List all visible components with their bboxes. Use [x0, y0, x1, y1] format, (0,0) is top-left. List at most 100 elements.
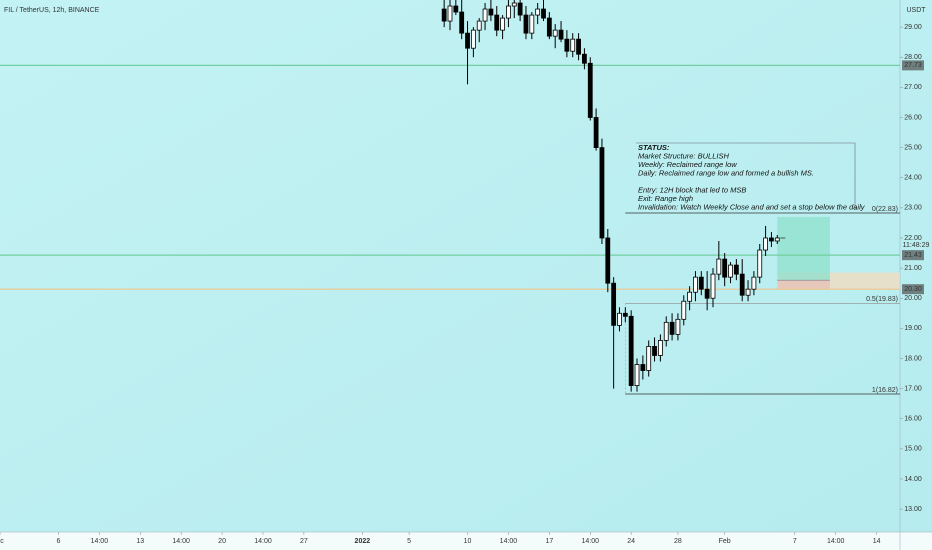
candle-body: [535, 8, 541, 16]
candle-body: [523, 14, 529, 34]
annotation-line: Weekly: Reclaimed range low: [638, 160, 737, 169]
x-tick-label: 14:00: [500, 538, 518, 545]
candle-body: [739, 273, 745, 296]
level-label: 21.43: [904, 252, 922, 259]
candle-body: [675, 318, 681, 335]
candle-body: [640, 364, 646, 371]
level-label-box: [902, 250, 924, 261]
candle-body: [494, 14, 500, 31]
candle-body: [558, 29, 564, 40]
x-tick-label: 14:00: [91, 538, 109, 545]
x-tick-label: Feb: [719, 538, 731, 545]
y-tick-label: 23.00: [904, 205, 922, 212]
candle-body: [546, 17, 552, 37]
x-tick-label: 20: [218, 538, 226, 545]
y-tick-label: 20.00: [904, 295, 922, 302]
x-tick-label: 17: [545, 538, 553, 545]
candle-body: [763, 237, 768, 251]
y-tick-label: 25.00: [904, 144, 922, 151]
candle-body: [564, 38, 570, 52]
y-tick-label: 13.00: [904, 506, 922, 513]
candle-body: [774, 237, 780, 242]
x-tick-label: 27: [300, 538, 308, 545]
y-tick-label: 21.00: [904, 265, 922, 272]
y-tick-label: 24.00: [904, 175, 922, 182]
level-label-box: [902, 60, 924, 71]
position-loss: [777, 280, 830, 290]
candle-body: [646, 346, 652, 371]
fib-label: 1(16.82): [872, 387, 898, 394]
y-tick-label: 14.00: [904, 476, 922, 483]
y-tick-label: 28.00: [904, 54, 922, 61]
candle-body: [447, 5, 453, 22]
y-tick-label: 17.00: [904, 385, 922, 392]
candle-body: [476, 20, 482, 31]
candle-body: [669, 321, 675, 335]
annotation-line: Daily: Reclaimed range low and formed a …: [638, 168, 814, 177]
x-tick-label: 24: [627, 538, 635, 545]
candle-body: [500, 17, 505, 31]
x-tick-label: 14:00: [581, 538, 599, 545]
candle-body: [617, 312, 622, 326]
candle-body: [470, 29, 476, 49]
candle-body: [570, 38, 576, 52]
candle-body: [634, 364, 640, 386]
x-tick-label: 14: [873, 538, 881, 545]
chart-title: FIL / TetherUS, 12h, BINANCE: [4, 7, 100, 14]
x-tick-label: 14:00: [254, 538, 272, 545]
annotation-line: Entry: 12H block that led to MSB: [638, 185, 746, 194]
candle-body: [628, 315, 634, 386]
candle-body: [663, 321, 669, 341]
candle-body: [587, 62, 593, 118]
candle-body: [687, 291, 693, 302]
annotation-line: Invalidation: Watch Weekly Close and and…: [638, 202, 866, 211]
candle-body: [511, 2, 517, 7]
candle-body: [605, 237, 611, 284]
candle-body: [716, 258, 722, 275]
candle-body: [652, 346, 657, 356]
y-tick-label: 15.00: [904, 446, 922, 453]
annotation-line: STATUS:: [638, 143, 670, 152]
candle-body: [698, 276, 704, 290]
annotation-line: Market Structure: BULLISH: [638, 151, 729, 160]
candle-body: [465, 32, 470, 49]
candle-body: [769, 237, 774, 242]
y-tick-label: 16.00: [904, 416, 922, 423]
candle-body: [593, 117, 599, 149]
x-tick-label: ec: [0, 538, 4, 545]
time-axis-background: [0, 532, 932, 550]
candle-body: [751, 276, 757, 290]
y-tick-label: 26.00: [904, 114, 922, 121]
plot-background: [0, 0, 932, 532]
annotation-border: [636, 142, 856, 210]
candle-body: [622, 312, 628, 317]
candle-body: [441, 8, 447, 22]
y-tick-label: 27.00: [904, 84, 922, 91]
candle-body: [728, 264, 733, 278]
currency-label: USDT: [906, 7, 926, 14]
level-label-box: [902, 284, 924, 295]
candle-body: [722, 258, 728, 278]
candle-body: [599, 147, 605, 239]
candle-body: [710, 273, 716, 299]
candle-body: [541, 8, 546, 19]
candle-body: [506, 5, 511, 19]
candle-body: [704, 288, 710, 299]
candle-body: [745, 288, 751, 296]
countdown-label: 11:48:29: [903, 242, 930, 249]
y-tick-label: 29.00: [904, 24, 922, 31]
x-tick-label: 14:00: [172, 538, 190, 545]
x-tick-label: 7: [793, 538, 797, 545]
candle-body: [681, 300, 687, 320]
candle-body: [657, 340, 663, 356]
candle-body: [517, 2, 523, 16]
y-tick-label: 18.00: [904, 355, 922, 362]
annotation-line: Exit: Range high: [638, 194, 693, 203]
x-tick-label: 10: [464, 538, 472, 545]
candle-body: [693, 276, 698, 293]
candle-body: [552, 29, 558, 37]
y-tick-label: 22.00: [904, 235, 922, 242]
candle-body: [482, 8, 488, 22]
